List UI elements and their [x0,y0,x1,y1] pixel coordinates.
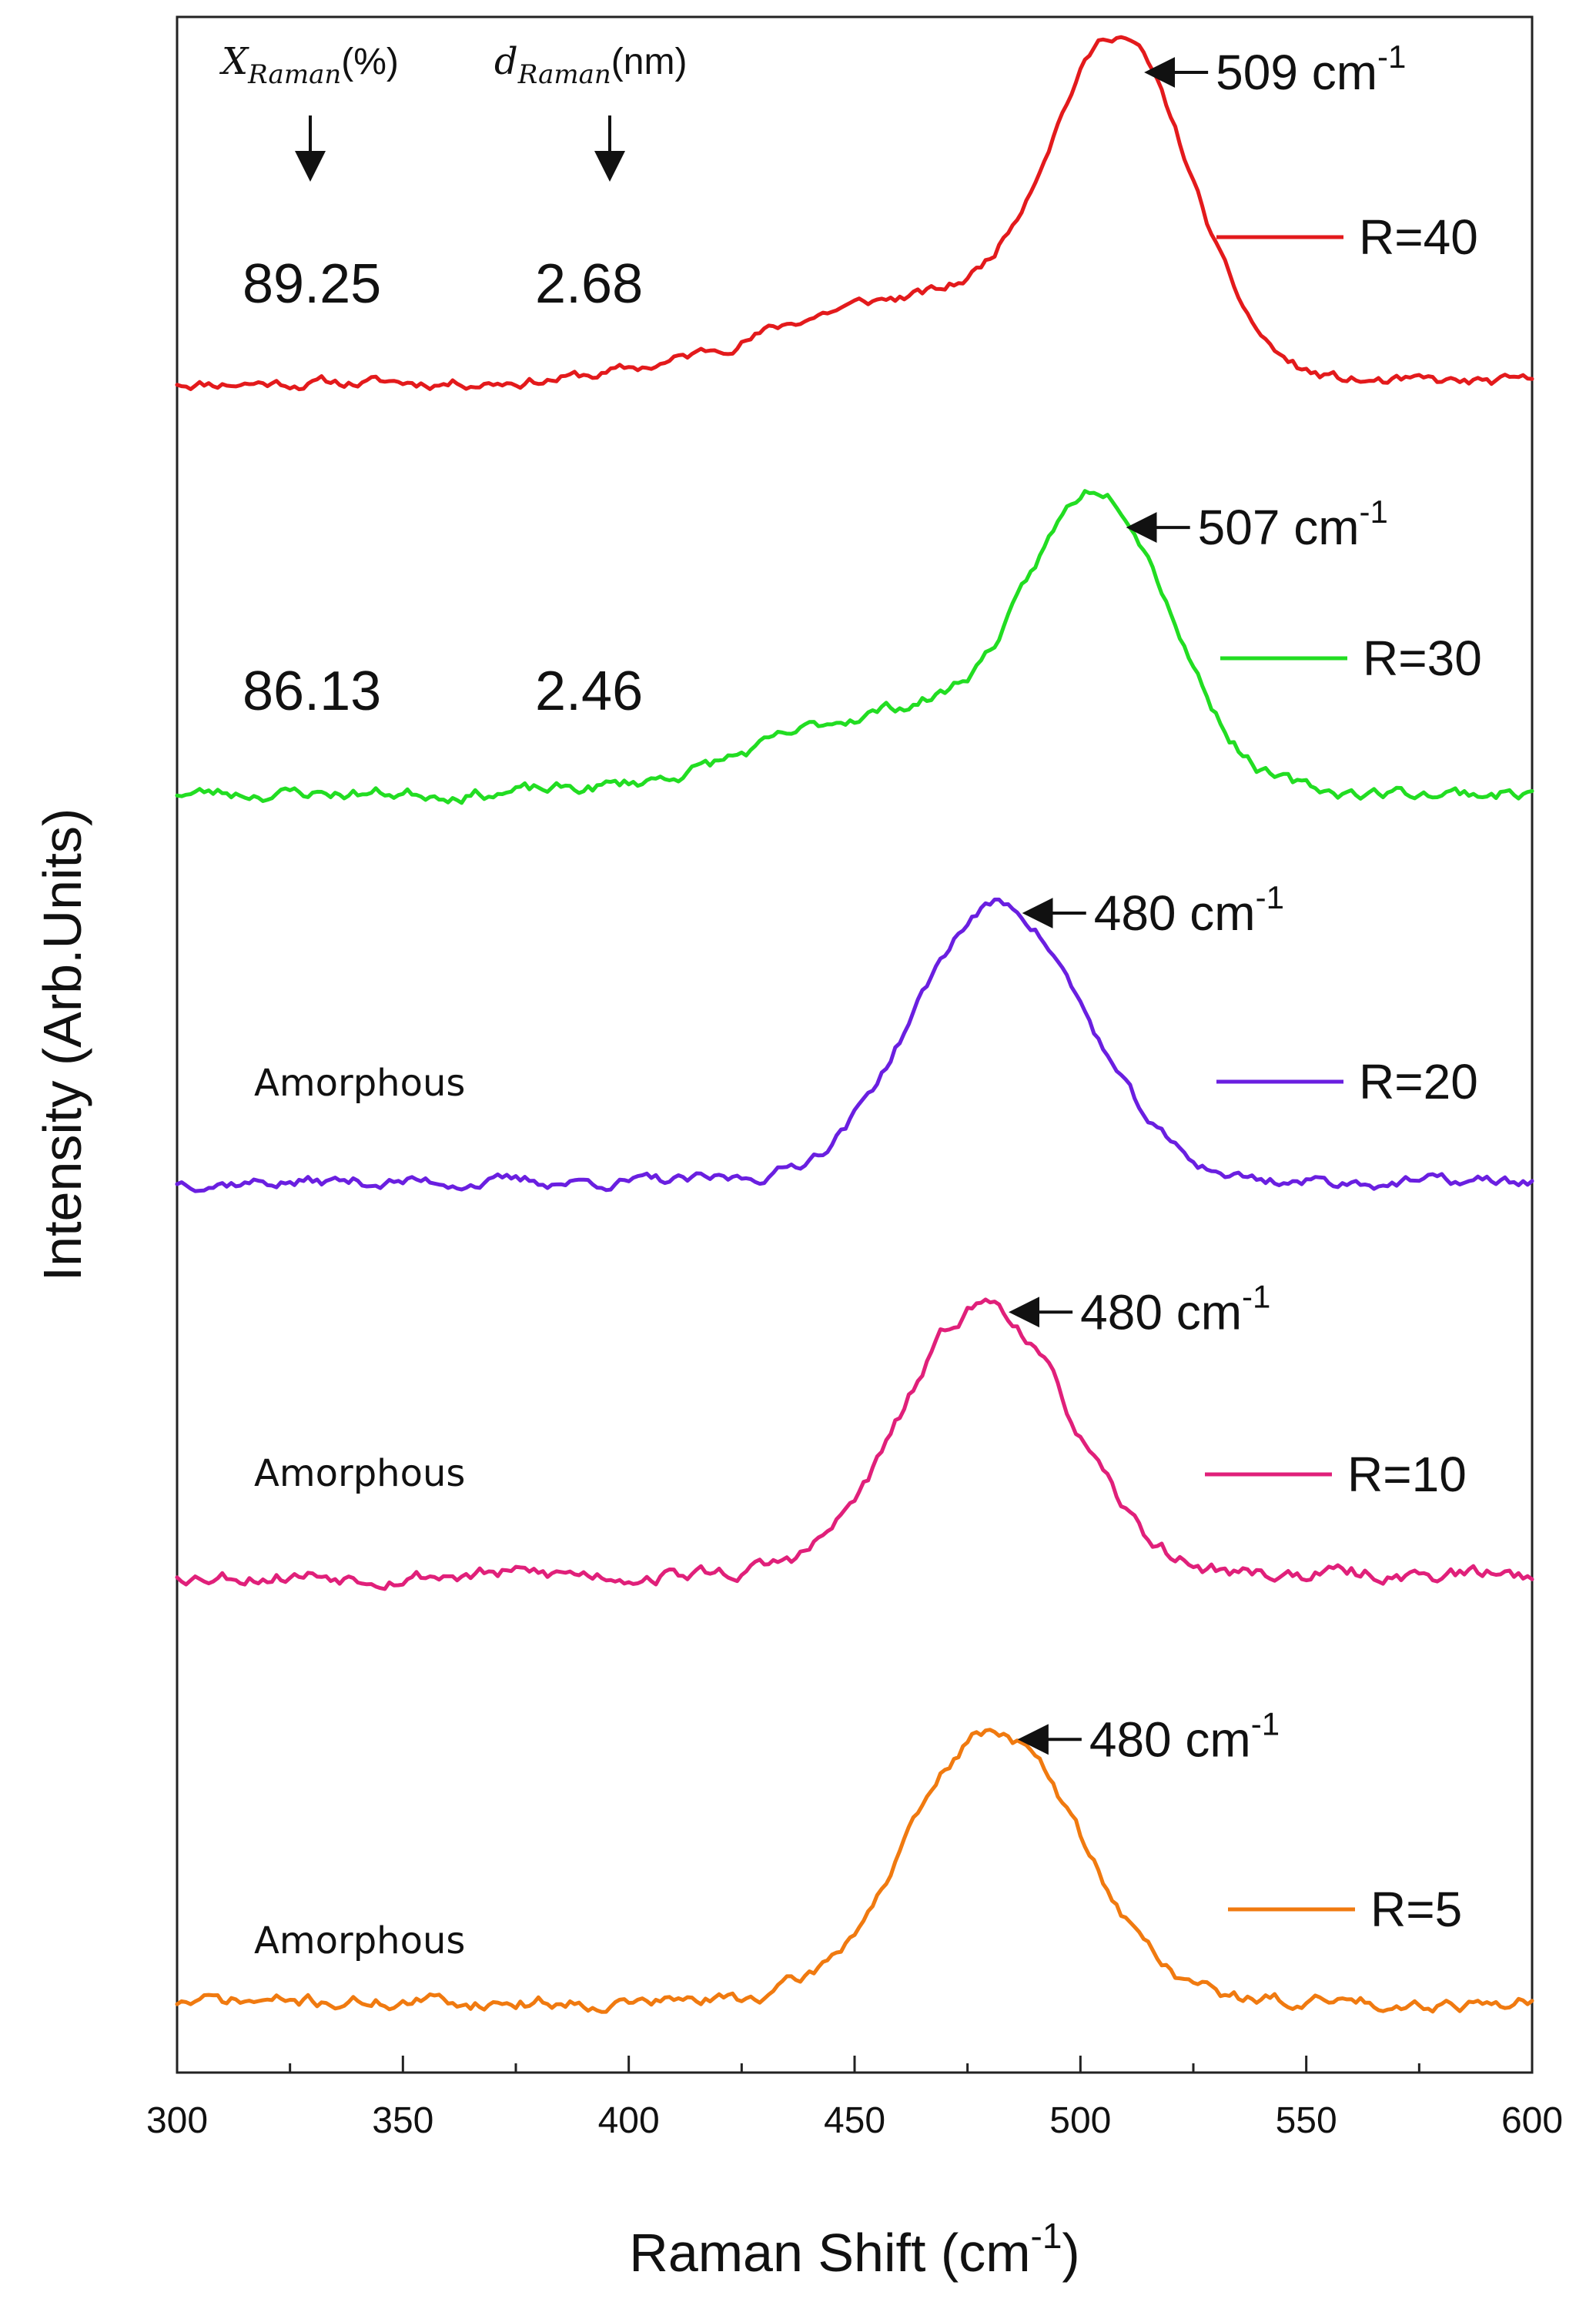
grain-size-symbol: d [494,40,518,83]
x-tick-label: 600 [1501,2100,1563,2141]
x-tick-label: 450 [824,2100,885,2141]
svg-text:XRaman(%): XRaman(%) [219,40,399,90]
x-tick-label: 550 [1276,2100,1337,2141]
legend-label: R=40 [1359,209,1478,265]
peak-label: 507 cm-1 [1198,494,1388,555]
legend-label: R=20 [1359,1054,1478,1109]
grain-size-unit: (nm) [611,42,688,82]
svg-text:dRaman(nm): dRaman(nm) [494,40,687,90]
crystallinity-value: 89.25 [243,253,381,315]
series-line-r5 [175,1728,1534,2014]
x-tick-label: 300 [146,2100,208,2141]
legend: R=40 R=30 R=20 R=10 R=5 [1205,209,1482,1937]
series-line-r40 [175,35,1534,392]
series-group [175,35,1534,2014]
series-line-r30 [175,489,1534,805]
x-tick-label: 500 [1049,2100,1111,2141]
grain-size-value: 2.68 [535,253,643,315]
y-axis-label: Intensity (Arb.Units) [32,808,92,1282]
peak-label: 480 cm-1 [1094,879,1284,941]
series-line-r10 [175,1297,1534,1591]
peak-label: 509 cm-1 [1216,38,1406,100]
amorphous-label: Amorphous [254,1919,465,1962]
plot-frame [176,15,1534,2074]
grain-size-value: 2.46 [535,661,643,722]
amorphous-label: Amorphous [254,1062,465,1105]
x-axis-label: Raman Shift (cm-1) [629,2216,1079,2283]
crystallinity-value: 86.13 [243,661,381,722]
peak-label: 480 cm-1 [1089,1705,1280,1767]
annotations: 509 cm-1 89.25 2.68 507 cm-1 86.13 2.46 480 cm… [243,38,1406,1962]
crystallinity-unit: (%) [341,42,399,82]
legend-label: R=5 [1370,1882,1462,1937]
x-axis-ticks: 300 350 400 450 500 550 600 [146,2056,1563,2141]
crystallinity-header: XRaman(%) [219,40,399,182]
series-line-r20 [175,897,1534,1193]
grain-size-subscript: Raman [517,59,611,90]
legend-label: R=10 [1347,1447,1467,1502]
crystallinity-symbol: X [219,40,249,83]
peak-label: 480 cm-1 [1080,1278,1270,1340]
legend-label: R=30 [1363,631,1482,686]
amorphous-label: Amorphous [254,1452,465,1495]
x-tick-label: 400 [598,2100,660,2141]
crystallinity-subscript: Raman [247,59,341,90]
grain-size-header: dRaman(nm) [494,40,687,182]
x-tick-label: 350 [372,2100,433,2141]
